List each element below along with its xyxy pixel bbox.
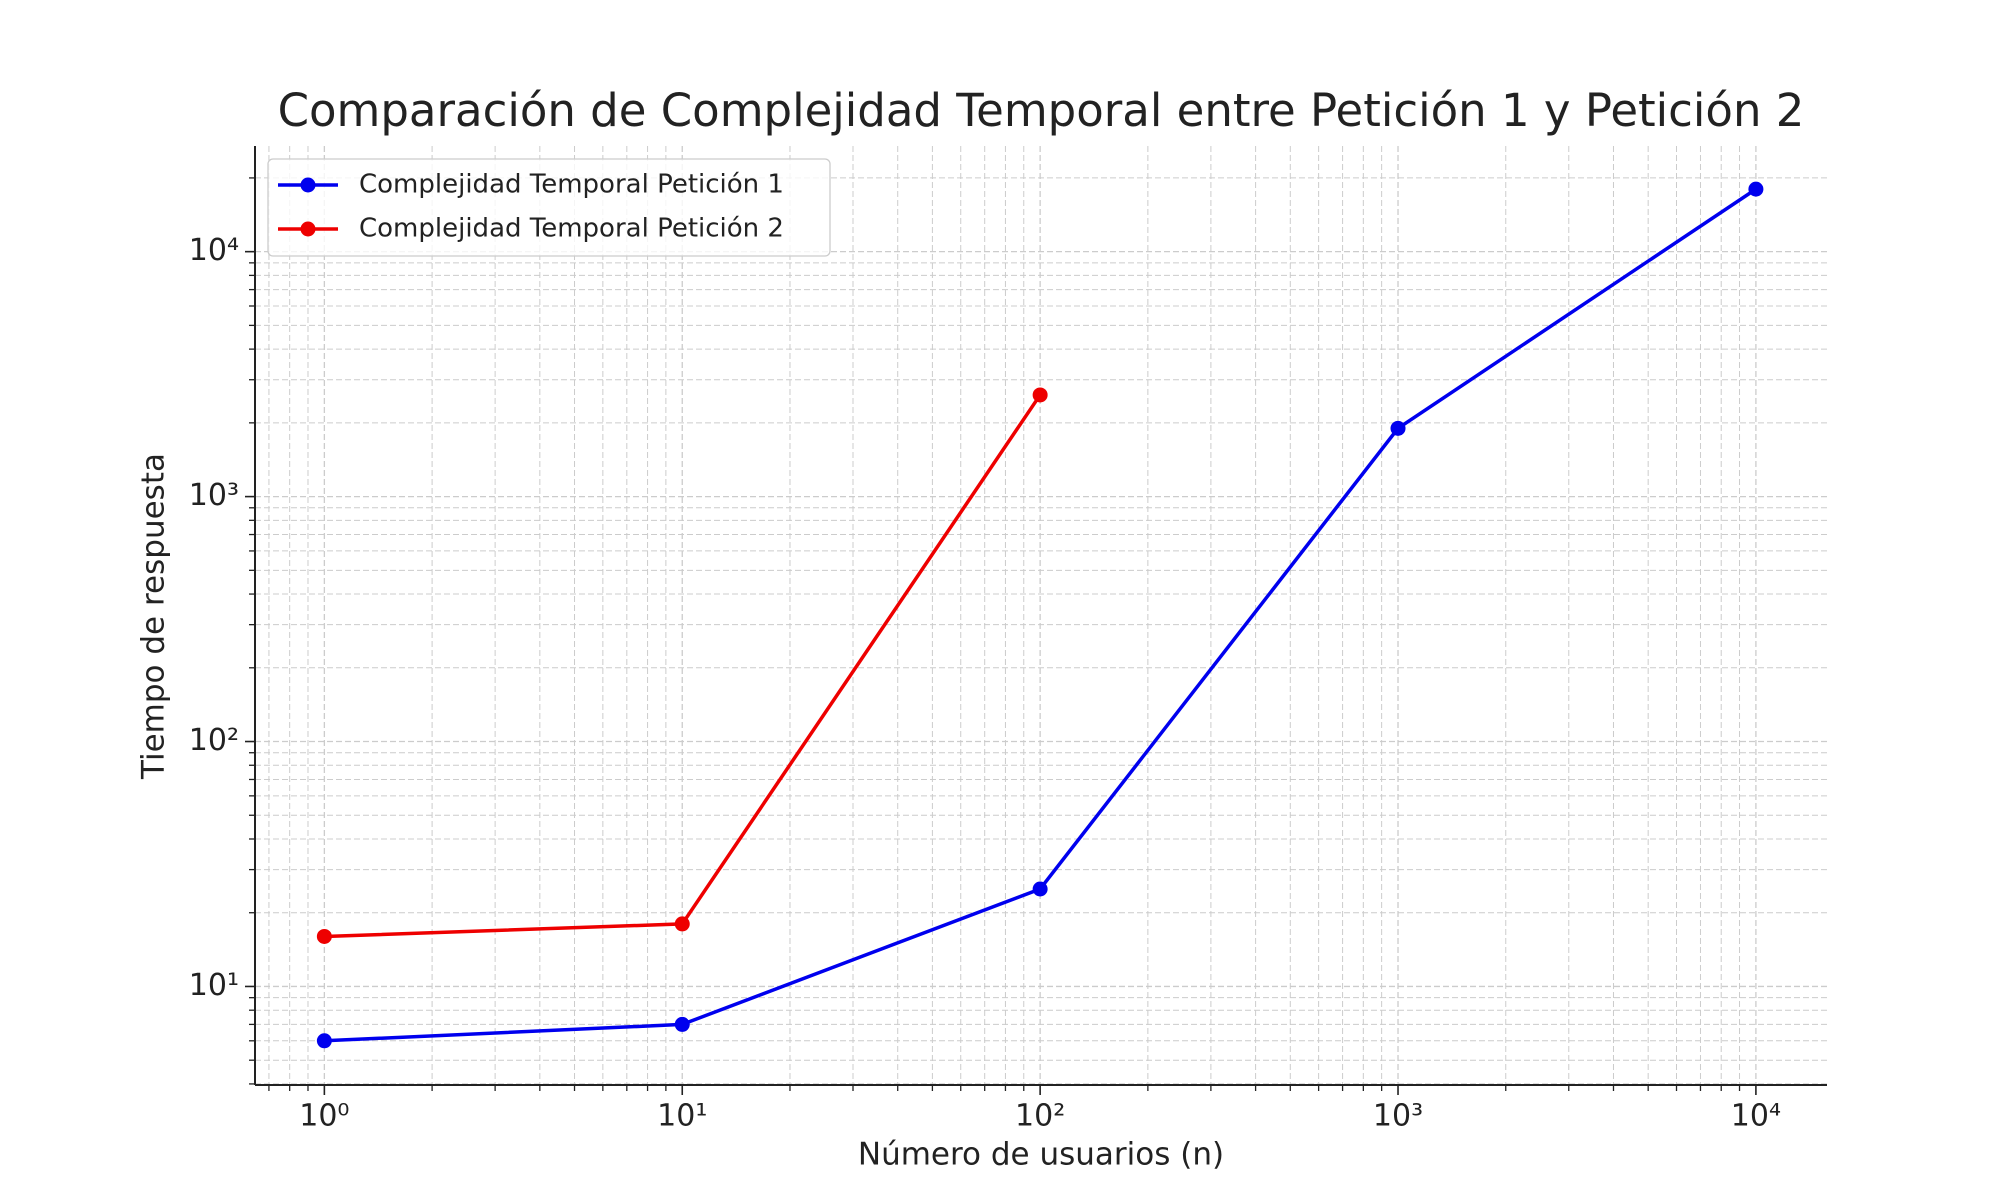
x-tick-label: 10⁰: [299, 1099, 349, 1134]
data-point: [1032, 881, 1048, 897]
data-point: [316, 1033, 332, 1049]
x-tick-label: 10⁴: [1731, 1099, 1781, 1134]
chart-title: Comparación de Complejidad Temporal entr…: [278, 84, 1805, 137]
data-point: [1748, 181, 1764, 197]
y-tick-label: 10¹: [189, 968, 239, 1003]
y-tick-label: 10⁴: [189, 233, 239, 268]
x-tick-label: 10¹: [657, 1099, 707, 1134]
legend-label: Complejidad Temporal Petición 2: [359, 214, 784, 244]
y-tick-label: 10²: [189, 723, 239, 758]
x-tick-label: 10³: [1373, 1099, 1423, 1134]
data-point: [674, 1016, 690, 1032]
y-tick-label: 10³: [189, 478, 239, 513]
data-point: [674, 916, 690, 932]
legend: Complejidad Temporal Petición 1 Complejid…: [267, 158, 831, 257]
legend-label: Complejidad Temporal Petición 1: [359, 170, 784, 200]
series-line: [324, 393, 1042, 939]
legend-marker: [300, 221, 316, 237]
data-point: [1032, 387, 1048, 403]
data-point: [316, 928, 332, 944]
legend-box: [267, 158, 831, 257]
data-point: [1390, 420, 1406, 436]
x-tick-label: 10²: [1015, 1099, 1065, 1134]
y-axis-label: Tiempo de respuesta: [136, 453, 172, 780]
x-axis-label: Número de usuarios (n): [858, 1137, 1224, 1173]
legend-marker: [300, 177, 316, 193]
